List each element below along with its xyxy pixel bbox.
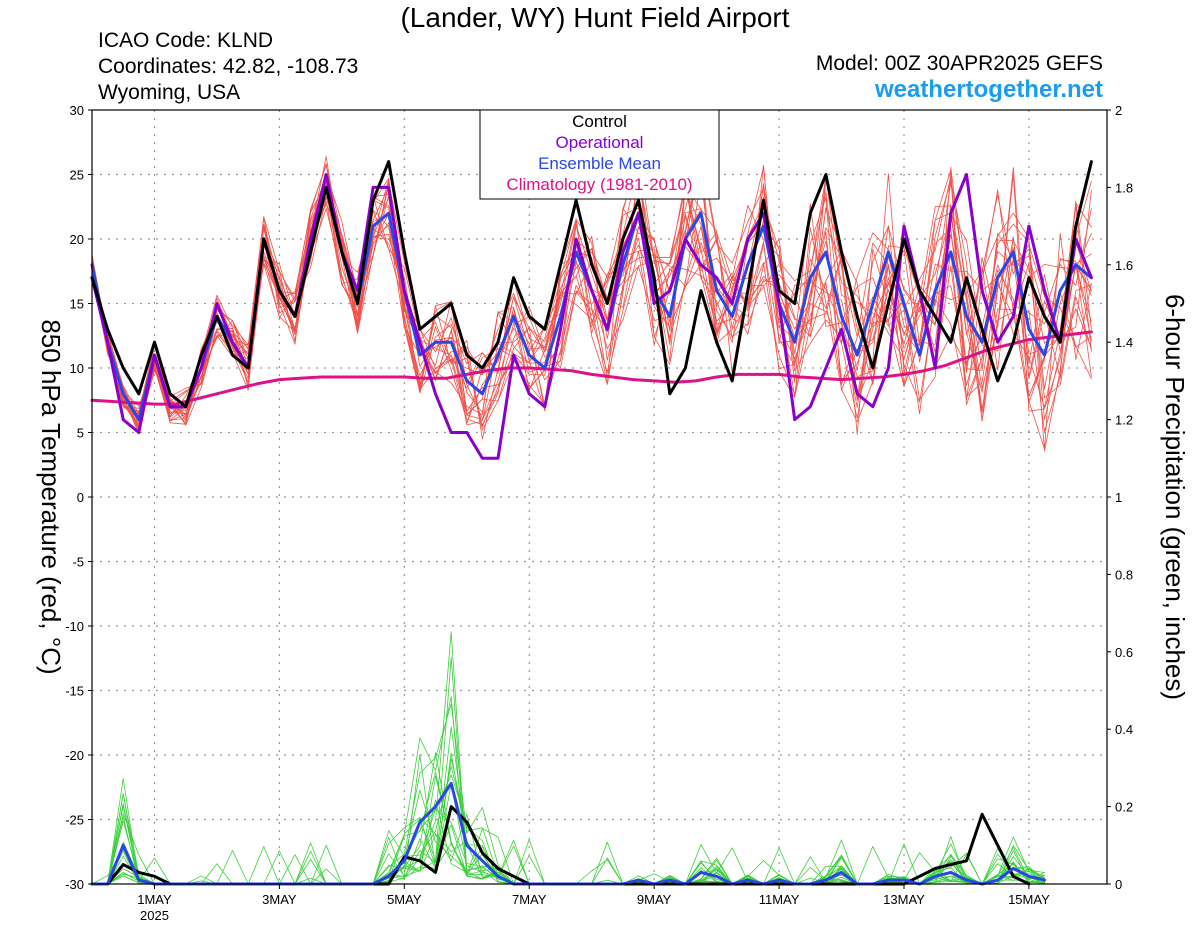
right-tick-label: 0.2 — [1115, 800, 1133, 815]
right-tick-label: 1.6 — [1115, 258, 1133, 273]
control-temp-line — [90, 160, 1093, 409]
left-tick-label: 10 — [70, 361, 84, 376]
left-tick-label: 25 — [70, 168, 84, 183]
right-tick-label: 1.8 — [1115, 180, 1133, 195]
climatology-line — [90, 330, 1093, 406]
legend-entry: Climatology (1981-2010) — [506, 175, 692, 194]
ensemble-precip-member — [91, 774, 1045, 885]
x-tick-label: 9MAY — [637, 892, 672, 907]
left-tick-label: 30 — [70, 103, 84, 118]
legend-entry: Ensemble Mean — [538, 154, 661, 173]
ensemble-mean-precip-line — [90, 781, 1046, 886]
right-tick-label: 1.2 — [1115, 413, 1133, 428]
legend-box — [479, 109, 720, 200]
x-tick-label: 3MAY — [262, 892, 297, 907]
right-axis-title: 6-hour Precipitation (green, inches) — [1160, 294, 1190, 700]
ensemble-precip-member — [91, 726, 1045, 885]
x-tick-label: 13MAY — [883, 892, 925, 907]
x-tick-sublabel: 2025 — [140, 908, 169, 923]
x-tick-label: 5MAY — [387, 892, 422, 907]
ensemble-precip-member — [91, 766, 1045, 885]
right-tick-label: 1.4 — [1115, 335, 1133, 350]
ensemble-precip-member — [91, 808, 1045, 885]
ensemble-precip-member — [91, 631, 1045, 885]
ensemble-temp-member — [91, 150, 1092, 423]
ensemble-precip-member — [91, 752, 1045, 885]
left-tick-label: 5 — [77, 426, 84, 441]
left-axis-title: 850 hPa Temperature (red, °C) — [36, 319, 66, 674]
legend-entry: Control — [572, 112, 627, 131]
right-tick-label: 0 — [1115, 877, 1122, 892]
right-tick-label: 0.6 — [1115, 645, 1133, 660]
right-tick-label: 1 — [1115, 490, 1122, 505]
x-tick-label: 15MAY — [1008, 892, 1050, 907]
left-tick-label: -10 — [65, 619, 84, 634]
coordinates: Coordinates: 42.82, -108.73 — [98, 55, 359, 78]
chart-title: (Lander, WY) Hunt Field Airport — [400, 2, 790, 33]
axes: 302520151050-5-10-15-20-25-3021.81.61.41… — [36, 103, 1190, 923]
model-run: Model: 00Z 30APR2025 GEFS — [815, 52, 1103, 75]
icao-code: ICAO Code: KLND — [98, 29, 274, 52]
ensemble-precip-members — [91, 631, 1045, 885]
x-tick-label: 7MAY — [512, 892, 547, 907]
ensemble-precip-member — [91, 789, 1045, 885]
ensemble-precip-member — [91, 778, 1045, 885]
control-precip-line — [90, 805, 1031, 886]
x-tick-label: 11MAY — [759, 892, 800, 907]
left-tick-label: -20 — [65, 748, 84, 763]
left-tick-label: 20 — [70, 232, 84, 247]
ensemble-precip-member — [91, 771, 1045, 885]
ensemble-precip-member — [91, 758, 1045, 885]
right-tick-label: 2 — [1115, 103, 1122, 118]
left-tick-label: -30 — [65, 877, 84, 892]
ensemble-precip-member — [91, 799, 1045, 885]
left-tick-label: -5 — [72, 555, 84, 570]
legend: Control Operational Ensemble Mean Climatolo… — [479, 109, 720, 200]
right-tick-label: 0.8 — [1115, 567, 1133, 582]
legend-entry: Operational — [556, 133, 644, 152]
ensemble-precip-member — [91, 752, 1045, 885]
x-tick-label: 1MAY — [137, 892, 172, 907]
right-tick-label: 0.4 — [1115, 722, 1133, 737]
region: Wyoming, USA — [98, 81, 241, 104]
left-tick-label: 0 — [77, 490, 84, 505]
website-link[interactable]: weathertogether.net — [874, 76, 1103, 103]
left-tick-label: -15 — [65, 684, 84, 699]
left-tick-label: -25 — [65, 813, 84, 828]
ensemble-precip-member — [91, 775, 1045, 885]
ensemble-precip-member — [91, 813, 1045, 885]
left-tick-label: 15 — [70, 297, 84, 312]
ensemble-precip-member — [91, 703, 1045, 885]
